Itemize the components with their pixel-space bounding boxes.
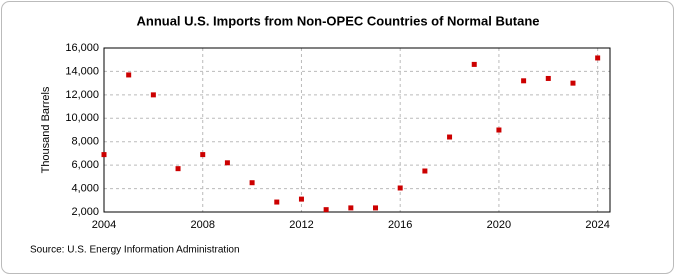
point xyxy=(101,152,107,158)
point xyxy=(323,207,329,213)
y-axis-label: Thousand Barrels xyxy=(40,86,52,173)
y-tick-label: 4,000 xyxy=(71,182,99,194)
point xyxy=(175,166,181,172)
point xyxy=(298,196,304,202)
point xyxy=(150,92,156,98)
x-tick-label: 2016 xyxy=(388,219,412,231)
chart-title: Annual U.S. Imports from Non-OPEC Countr… xyxy=(136,13,539,28)
y-tick-label: 8,000 xyxy=(71,136,99,148)
y-tick-label: 6,000 xyxy=(71,159,99,171)
point xyxy=(397,185,403,191)
y-tick-label: 14,000 xyxy=(65,65,99,77)
point xyxy=(348,205,354,211)
x-tick-label: 2004 xyxy=(92,219,116,231)
point xyxy=(422,168,428,174)
y-tick-label: 10,000 xyxy=(65,112,99,124)
point xyxy=(274,199,280,205)
x-tick-label: 2024 xyxy=(585,219,609,231)
point xyxy=(496,127,502,133)
point xyxy=(570,80,576,86)
point xyxy=(126,72,132,78)
x-tick-label: 2020 xyxy=(487,219,511,231)
point xyxy=(373,205,379,211)
point xyxy=(545,75,551,81)
point xyxy=(447,134,453,140)
point xyxy=(200,152,206,158)
point xyxy=(249,180,255,186)
source: Source: U.S. Energy Information Administ… xyxy=(30,245,240,256)
point xyxy=(521,78,527,84)
point xyxy=(471,61,477,67)
point xyxy=(595,55,601,61)
point xyxy=(224,160,230,166)
y-tick-label: 16,000 xyxy=(65,42,99,54)
x-tick-label: 2012 xyxy=(289,219,313,231)
x-tick-label: 2008 xyxy=(190,219,214,231)
y-tick-label: 12,000 xyxy=(65,89,99,101)
plot-area xyxy=(103,47,611,213)
y-tick-label: 2,000 xyxy=(71,206,99,218)
